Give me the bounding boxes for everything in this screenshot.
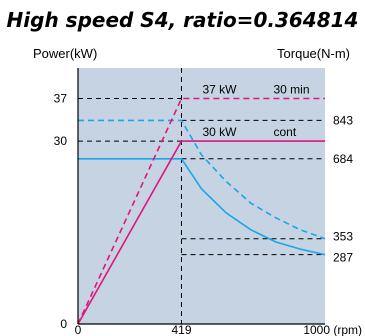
power-tick-label: 0 xyxy=(60,317,67,331)
chart-title: High speed S4, ratio=0.364814 xyxy=(6,8,359,32)
x-tick-label: 419 xyxy=(171,323,191,336)
x-tick-label: 0 xyxy=(75,323,82,336)
series-name-annotation: 30 min xyxy=(273,82,309,96)
power-series-cont xyxy=(77,140,325,325)
x-unit-label: 1000 (rpm) xyxy=(303,323,362,336)
torque-axis-label: Torque(N-m) xyxy=(277,46,350,61)
power-value-annotation: 37 kW xyxy=(202,82,237,96)
power-value-annotation: 30 kW xyxy=(202,125,237,139)
power-tick-label: 37 xyxy=(54,91,68,105)
torque-series-cont xyxy=(78,158,326,256)
torque-tick-label: 353 xyxy=(333,230,353,244)
series-name-annotation: cont xyxy=(273,125,296,139)
torque-tick-label: 684 xyxy=(333,152,353,166)
plot-area xyxy=(78,68,325,324)
torque-tick-label: 287 xyxy=(333,251,353,265)
power-axis-label: Power(kW) xyxy=(33,46,97,61)
power-tick-label: 30 xyxy=(54,134,68,148)
torque-tick-label: 843 xyxy=(333,113,353,127)
power-series-30-min xyxy=(77,97,325,325)
torque-series-30-min xyxy=(78,119,326,240)
